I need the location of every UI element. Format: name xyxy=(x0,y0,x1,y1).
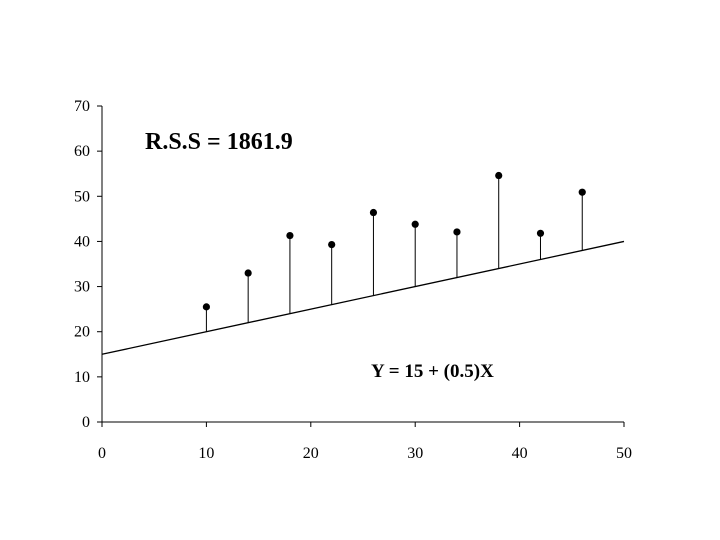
y-tick-label: 70 xyxy=(74,98,90,115)
data-point xyxy=(578,188,586,196)
equation-annotation: Y = 15 + (0.5)X xyxy=(371,361,494,382)
data-point xyxy=(202,303,210,311)
y-tick-label: 60 xyxy=(74,143,90,160)
x-ticks: 0 10 20 30 40 50 xyxy=(98,422,632,462)
data-point xyxy=(495,171,503,180)
residual-lines xyxy=(205,175,583,332)
data-point xyxy=(244,269,252,277)
x-tick-label: 50 xyxy=(616,445,632,462)
y-tick-label: 20 xyxy=(74,324,90,341)
y-tick-label: 50 xyxy=(74,188,90,205)
data-point xyxy=(536,229,545,237)
data-point xyxy=(286,231,294,240)
axes xyxy=(101,106,624,423)
data-point xyxy=(411,220,419,228)
x-tick-label: 40 xyxy=(512,445,528,462)
x-tick-label: 10 xyxy=(198,445,214,462)
y-tick-label: 40 xyxy=(74,233,90,250)
data-point xyxy=(453,228,461,236)
y-tick-label: 30 xyxy=(74,279,90,296)
x-tick-label: 20 xyxy=(303,445,319,462)
y-tick-label: 10 xyxy=(74,369,90,386)
y-tick-label: 0 xyxy=(82,414,90,431)
x-tick-label: 0 xyxy=(98,445,106,462)
data-points xyxy=(202,171,586,311)
x-tick-label: 30 xyxy=(407,445,423,462)
rss-annotation: R.S.S = 1861.9 xyxy=(145,129,293,155)
y-ticks: 0 10 20 30 40 50 60 70 xyxy=(74,98,102,431)
data-point xyxy=(328,240,336,249)
regression-line xyxy=(101,240,625,355)
data-point xyxy=(369,208,378,217)
